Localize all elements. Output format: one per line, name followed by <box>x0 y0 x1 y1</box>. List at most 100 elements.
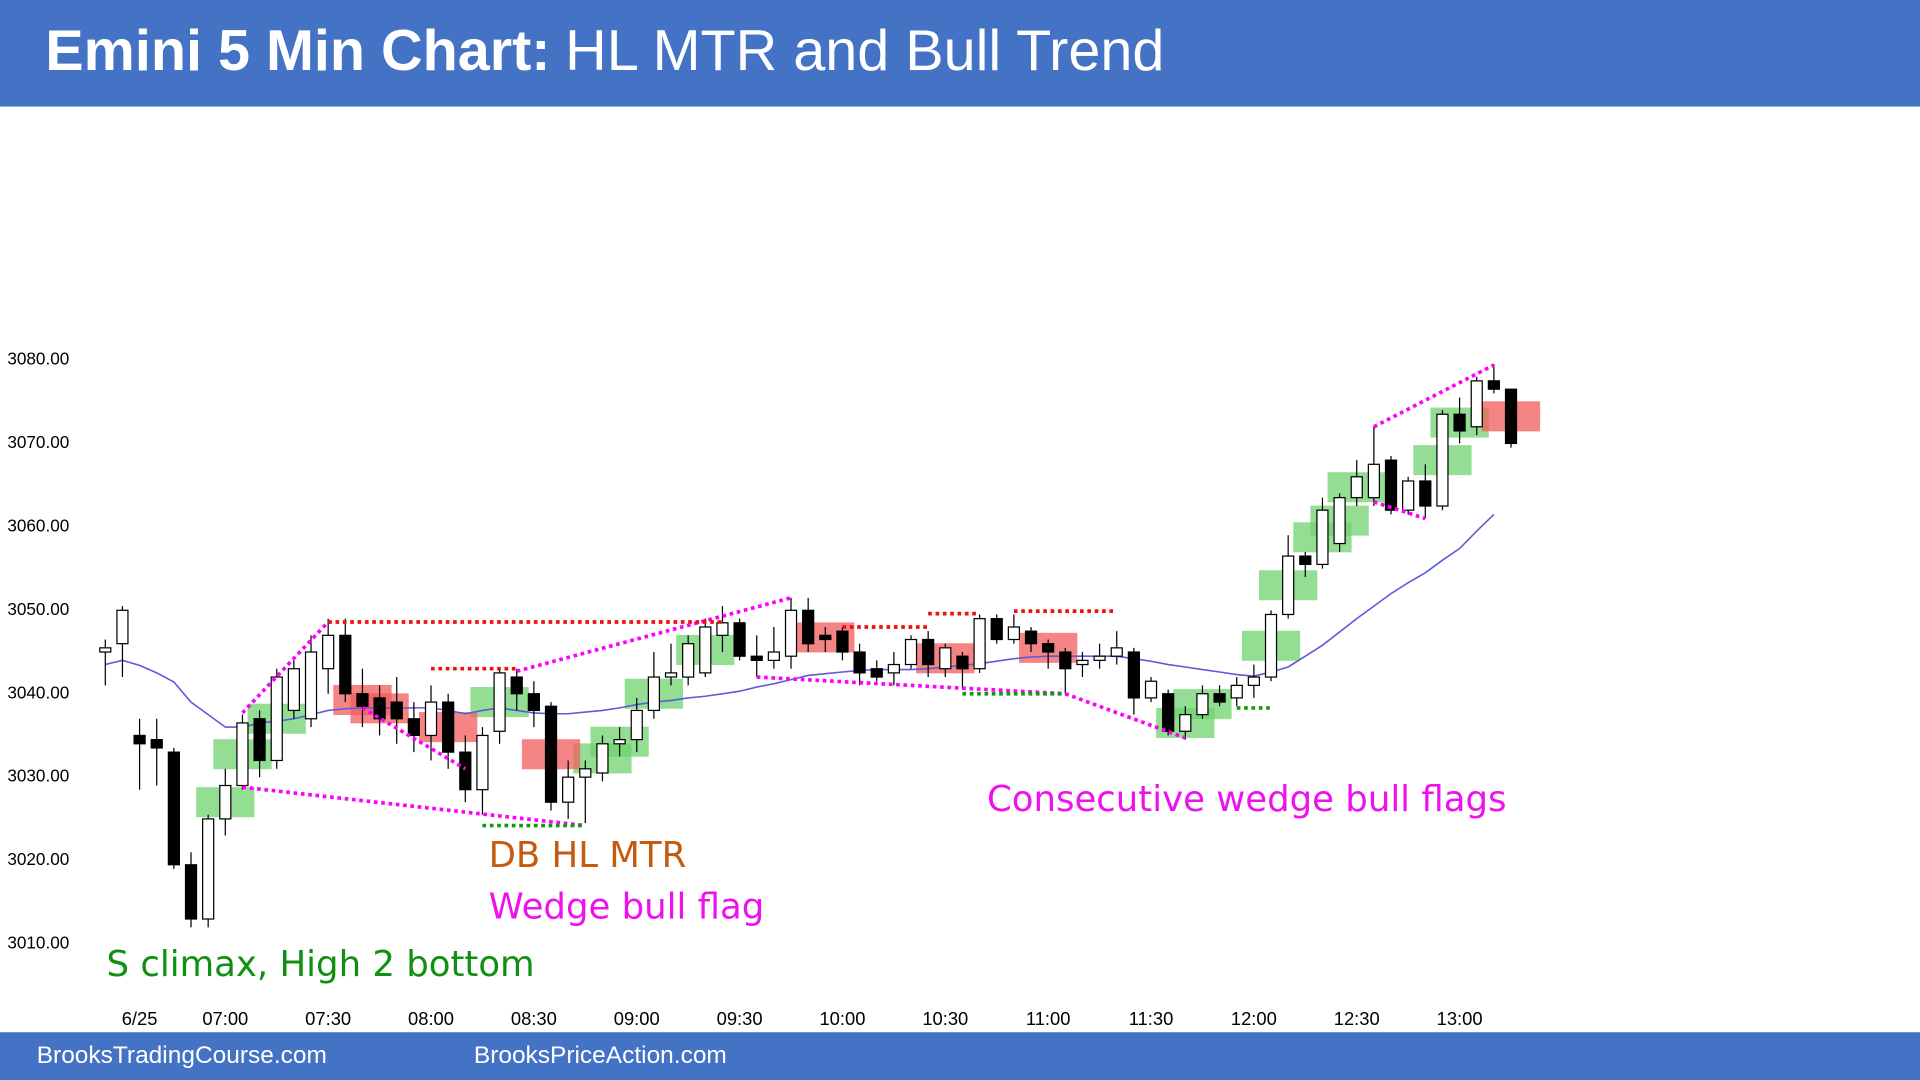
candle-body <box>956 655 969 670</box>
candle-body <box>1024 630 1038 645</box>
candle-body <box>1076 659 1089 666</box>
candle-body <box>1042 643 1055 653</box>
annotation: S climax, High 2 bottom <box>107 944 535 985</box>
x-tick-label: 13:00 <box>1437 1008 1483 1029</box>
candle-body <box>1196 693 1209 716</box>
candle-body <box>322 634 335 670</box>
candle-body <box>202 818 215 920</box>
candle-body <box>287 668 300 712</box>
annotation: Wedge bull flag <box>489 887 765 928</box>
x-tick-label: 11:30 <box>1129 1008 1174 1029</box>
candle-body <box>819 634 832 641</box>
candle-body <box>1436 413 1449 507</box>
trendline <box>1373 500 1426 521</box>
x-tick-label: 6/25 <box>122 1008 158 1029</box>
candle-body <box>922 638 935 666</box>
x-tick-label: 10:00 <box>819 1008 865 1029</box>
candle-body <box>699 626 712 674</box>
y-tick-label: 3030.00 <box>7 766 69 786</box>
candle-body <box>579 768 592 778</box>
footer-text: BrooksTradingCourse.com <box>37 1042 327 1069</box>
candle-body <box>1282 555 1295 616</box>
annotation: DB HL MTR <box>489 835 687 876</box>
candle-body <box>356 693 369 707</box>
y-tick-label: 3080.00 <box>7 349 69 369</box>
candle-body <box>424 701 438 737</box>
footer-band <box>0 1032 1920 1080</box>
trendline <box>516 596 792 673</box>
candle-body <box>459 751 472 791</box>
chart-title: Emini 5 Min Chart: HL MTR and Bull Trend <box>45 19 1164 83</box>
candle-body <box>1059 651 1072 670</box>
candle-body <box>1299 555 1312 566</box>
annotation: Consecutive wedge bull flags <box>987 779 1507 820</box>
title-bold: Emini 5 Min Chart: <box>45 19 550 83</box>
candle-body <box>802 609 815 645</box>
candle-body <box>270 676 283 762</box>
candle-body <box>870 668 883 678</box>
candle-body <box>973 618 986 670</box>
candle-body <box>150 739 163 749</box>
candle-body <box>1230 684 1243 699</box>
candle-body <box>1247 676 1260 687</box>
candle-body <box>904 638 918 666</box>
candle-body <box>1127 651 1140 699</box>
x-tick-label: 09:00 <box>614 1008 660 1029</box>
candle-body <box>1179 713 1192 732</box>
trendline <box>242 785 586 828</box>
trendline <box>361 706 467 771</box>
header-band <box>0 0 1920 107</box>
x-tick-label: 08:00 <box>408 1008 454 1029</box>
x-tick-label: 07:00 <box>202 1008 248 1029</box>
candle-body <box>990 618 1003 641</box>
candle-body <box>1264 613 1278 678</box>
candle-body <box>716 622 729 636</box>
candle-body <box>510 676 523 695</box>
candle-body <box>476 734 489 791</box>
y-tick-label: 3070.00 <box>7 432 69 452</box>
trendline <box>241 620 330 715</box>
candle-body <box>99 647 112 653</box>
y-tick-label: 3020.00 <box>7 849 69 869</box>
candle-body <box>1093 655 1106 661</box>
candle-body <box>1453 413 1466 432</box>
x-tick-label: 11:00 <box>1026 1008 1071 1029</box>
candle-body <box>1350 476 1363 499</box>
candle-body <box>339 634 352 695</box>
candle-body <box>664 672 678 678</box>
candle-body <box>1402 480 1415 511</box>
title-rest: HL MTR and Bull Trend <box>565 19 1164 83</box>
candle-body <box>682 643 695 678</box>
candle-body <box>1384 459 1398 511</box>
candle-body <box>836 630 849 653</box>
candle-body <box>1504 388 1518 445</box>
candle-body <box>1144 680 1158 699</box>
candle-body <box>1213 693 1226 703</box>
moving-average <box>105 513 1495 728</box>
candle-body <box>887 663 900 674</box>
x-tick-label: 09:30 <box>717 1008 763 1029</box>
candle-body <box>596 743 609 774</box>
candle-body <box>390 701 403 720</box>
x-tick-label: 07:30 <box>305 1008 351 1029</box>
candle-body <box>939 647 952 670</box>
candle-body <box>853 651 866 674</box>
candle-body <box>373 697 386 720</box>
y-tick-label: 3050.00 <box>7 599 69 619</box>
candle-body <box>1419 480 1432 507</box>
trendline <box>1373 363 1495 429</box>
footer-text: BrooksPriceAction.com <box>474 1042 727 1069</box>
candle-body <box>647 676 660 712</box>
y-tick-label: 3010.00 <box>7 933 69 953</box>
candle-body <box>407 718 420 737</box>
candle-body <box>613 739 626 745</box>
y-tick-label: 3040.00 <box>7 682 69 702</box>
candle-body <box>184 864 198 920</box>
candle-body <box>253 718 266 762</box>
candle-body <box>167 751 180 866</box>
y-tick-label: 3060.00 <box>7 515 69 535</box>
candle-body <box>562 776 575 803</box>
candle-body <box>544 705 558 803</box>
